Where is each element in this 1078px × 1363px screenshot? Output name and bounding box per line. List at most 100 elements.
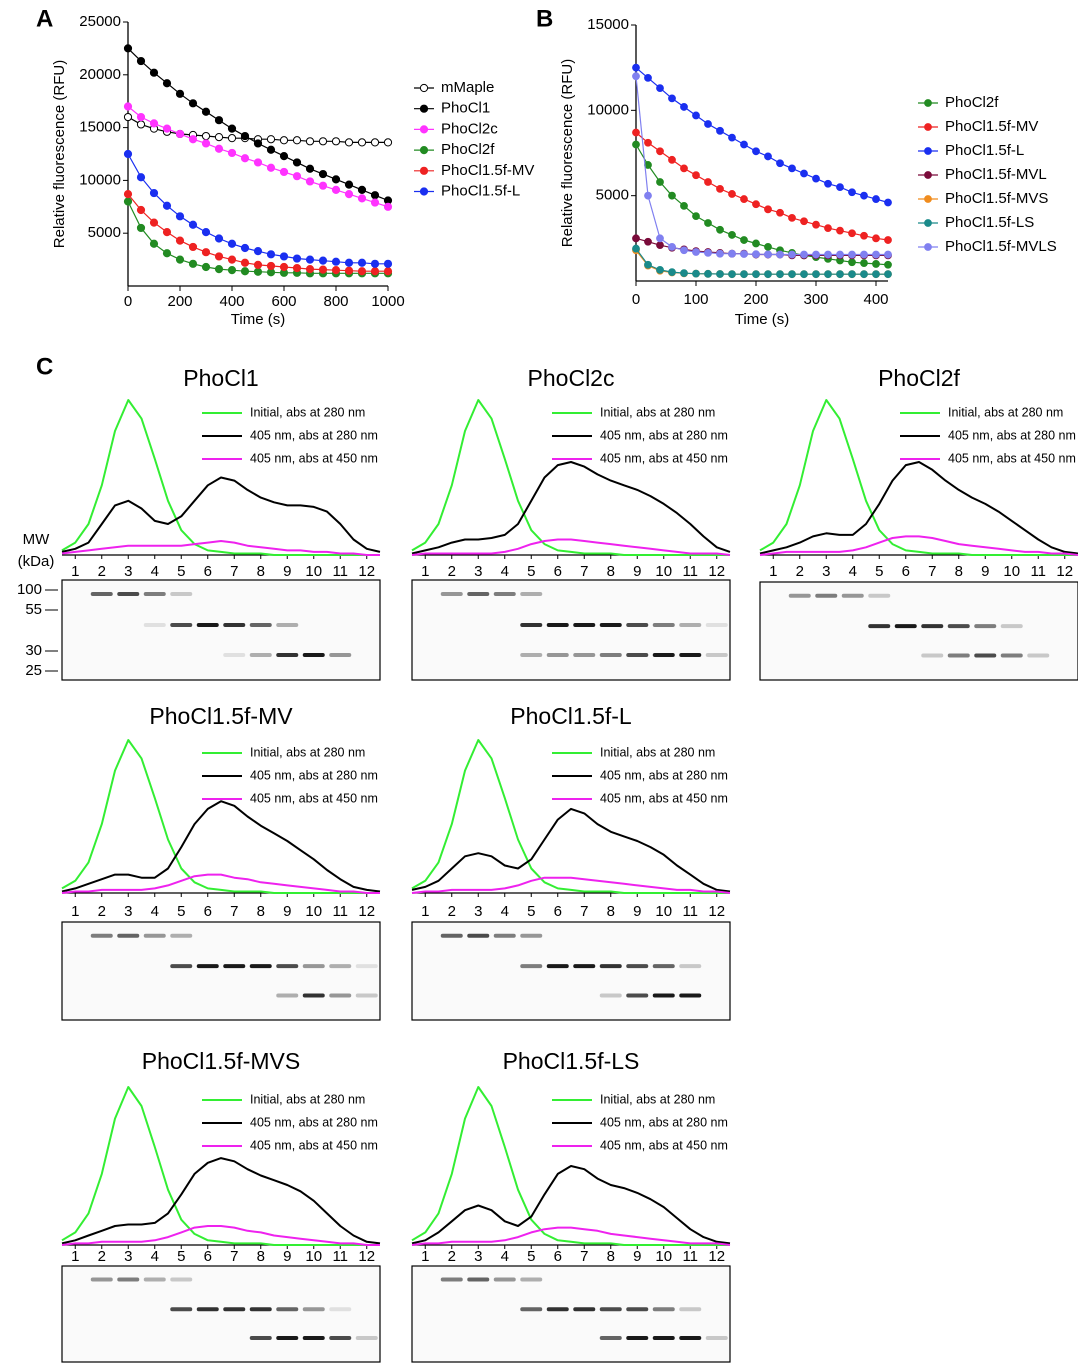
gel-band [223,1307,245,1311]
data-point [705,270,712,277]
data-point [885,251,892,258]
data-point [202,132,209,139]
data-point [717,250,724,257]
figure: A B C MW (kDa) 5000100001500020000250000… [0,0,1078,1363]
gel-band [573,623,595,627]
data-point [358,139,365,146]
data-point [228,135,235,142]
mw-tick-label: 30 [25,642,42,659]
data-point [813,175,820,182]
mw-title: MW [23,531,50,548]
data-point [319,266,326,273]
data-point [741,251,748,258]
gel-band [547,623,569,627]
gel-band [303,994,325,998]
x-tick-label: 6 [554,903,562,920]
data-point [861,232,868,239]
data-point [137,121,144,128]
data-point [306,178,313,185]
chart-title: PhoCl1.5f-MVS [142,1048,301,1074]
data-point [319,182,326,189]
data-point [371,139,378,146]
data-point [241,244,248,251]
data-point [669,156,676,163]
legend-marker [925,220,932,227]
data-point [332,176,339,183]
x-tick-label: 9 [283,563,291,580]
x-tick-label: 6 [554,563,562,580]
x-tick-label: 3 [474,563,482,580]
data-point [873,261,880,268]
gel-band [520,964,542,968]
x-tick-label: 7 [928,563,936,580]
data-point [633,129,640,136]
x-tick-label: 0 [632,291,640,308]
gel-band [868,594,890,598]
data-point [384,260,391,267]
x-tick-label: 8 [257,903,265,920]
data-point [657,235,664,242]
legend-label: Initial, abs at 280 nm [948,405,1063,419]
gel-band [91,934,113,938]
x-tick-label: 2 [98,1248,106,1265]
x-tick-label: 2 [448,1248,456,1265]
data-point [849,271,856,278]
x-tick-label: 8 [607,1248,615,1265]
data-point [789,165,796,172]
legend-label: 405 nm, abs at 280 nm [250,428,378,442]
data-point [681,270,688,277]
data-point [813,271,820,278]
data-point [280,153,287,160]
data-point [241,155,248,162]
data-point [753,201,760,208]
trace [62,740,380,893]
data-point [306,138,313,145]
data-point [124,150,131,157]
gel-band [626,994,648,998]
x-tick-label: 6 [204,1248,212,1265]
chart-title: PhoCl2f [878,365,960,391]
trace [412,809,730,892]
data-point [267,136,274,143]
data-point [189,100,196,107]
data-point [753,148,760,155]
gel-band [441,592,463,596]
gel-band [356,994,378,998]
data-point [681,203,688,210]
data-point [254,159,261,166]
data-point [681,104,688,111]
data-point [669,95,676,102]
data-point [777,209,784,216]
x-tick-label: 11 [682,1248,698,1265]
gel-band [170,1277,192,1281]
data-point [693,172,700,179]
data-point [124,103,131,110]
x-tick-label: 4 [151,903,159,920]
data-point [717,185,724,192]
data-point [861,260,868,267]
data-point [384,139,391,146]
gel-band [842,594,864,598]
data-point [873,251,880,258]
x-tick-label: 4 [501,1248,509,1265]
data-point [280,168,287,175]
data-point [254,140,261,147]
x-tick-label: 1 [421,563,429,580]
gel-band [91,592,113,596]
gel-band [573,1307,595,1311]
x-tick-label: 12 [358,563,375,580]
data-point [358,186,365,193]
x-tick-label: 3 [822,563,830,580]
data-point [150,219,157,226]
data-point [176,130,183,137]
gel-band [547,1307,569,1311]
data-point [861,251,868,258]
x-tick-label: 5 [177,903,185,920]
gel-band [329,1336,351,1340]
x-tick-label: 11 [332,903,348,920]
gel-band [303,1336,325,1340]
x-tick-label: 10 [305,563,322,580]
gel-band [250,1307,272,1311]
x-tick-label: 4 [501,563,509,580]
x-tick-label: 12 [708,1248,725,1265]
